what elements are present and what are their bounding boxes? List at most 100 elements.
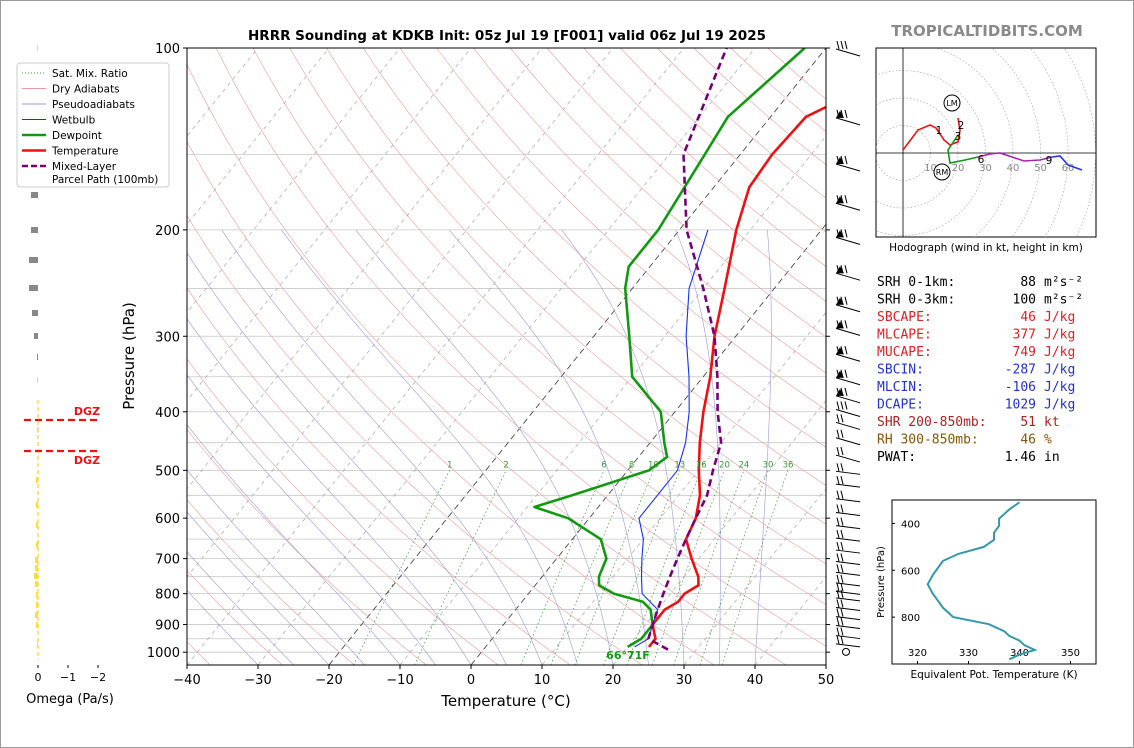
dgz-label-top: DGZ <box>74 405 100 418</box>
barb-feather <box>844 155 848 165</box>
hodo-height-label: 3 <box>955 131 962 143</box>
barb-feather <box>840 155 844 165</box>
barb-shaft <box>835 421 861 430</box>
calm-wind-marker <box>842 647 850 656</box>
x-tick-label: 30 <box>676 673 693 688</box>
legend-label: Dewpoint <box>52 130 102 142</box>
index-value: 377 <box>1013 328 1036 343</box>
omega-bar <box>29 257 38 263</box>
barb-pennant <box>836 297 844 305</box>
barb-feather <box>836 401 840 410</box>
barb-feather <box>840 574 844 584</box>
mixing-ratio-line <box>673 470 745 665</box>
pseudoadiabat <box>281 229 578 665</box>
omega-bar <box>37 45 38 51</box>
barb-feather <box>840 369 844 378</box>
barb-shaft <box>835 525 861 530</box>
barb-feather <box>840 265 844 274</box>
omega-bar <box>35 557 38 563</box>
barb-feather <box>844 387 848 396</box>
barb-shaft <box>835 498 861 503</box>
mixing-ratio-line <box>603 470 681 665</box>
skewt-background-lines <box>187 48 826 665</box>
hodo-segment <box>902 117 961 151</box>
barb-feather <box>836 608 840 617</box>
barb-pennant <box>836 388 844 396</box>
barb-shaft <box>835 571 861 576</box>
barb-feather <box>844 346 848 355</box>
mixing-ratio-label: 1 <box>447 460 452 470</box>
pseudoadiabat <box>187 252 507 665</box>
barb-shaft <box>835 597 861 602</box>
barb-feather <box>844 320 848 329</box>
index-unit: J/kg <box>1044 345 1075 360</box>
index-value: 46 <box>1020 433 1036 448</box>
pseudoadiabat <box>187 551 294 665</box>
omega-bar <box>31 227 38 233</box>
index-label: DCAPE: <box>877 398 924 413</box>
barb-feather <box>840 553 844 562</box>
thetae-frame <box>891 499 1097 665</box>
thetae-x-tick-label: 330 <box>959 648 978 659</box>
y-tick-label: 500 <box>155 464 180 479</box>
barb-feather <box>836 635 840 644</box>
index-value: -287 <box>1005 363 1036 378</box>
legend-label: Pseudoadiabats <box>52 99 135 111</box>
barb-feather <box>840 463 844 472</box>
dry-adiabat <box>187 428 427 665</box>
y-axis-label: Pressure (hPa) <box>120 302 138 410</box>
barb-feather <box>844 401 848 410</box>
index-label: SRH 0-3km: <box>877 293 955 308</box>
thetae-xlabel: Equivalent Pot. Temperature (K) <box>910 669 1077 681</box>
barb-feather <box>844 296 848 305</box>
barb-feather <box>836 155 840 165</box>
barb-feather <box>836 553 840 562</box>
hodo-height-label: 2 <box>958 120 965 132</box>
x-tick-label: −30 <box>244 673 271 688</box>
barb-shaft <box>835 408 861 417</box>
barb-feather <box>840 617 844 626</box>
omega-bar <box>31 192 38 198</box>
isotherm <box>257 48 756 665</box>
index-unit: J/kg <box>1044 380 1075 395</box>
thetae-x-tick-label: 350 <box>1061 648 1080 659</box>
index-unit: J/kg <box>1044 328 1075 343</box>
barb-shaft <box>835 395 861 404</box>
pseudoadiabat <box>448 229 649 665</box>
barb-feather <box>836 346 840 355</box>
surface-label: 66°71F <box>606 649 650 662</box>
pseudoadiabat <box>221 229 543 665</box>
barb-feather <box>836 446 840 456</box>
thetae-y-tick-label: 400 <box>901 519 920 530</box>
omega-bar <box>36 622 38 628</box>
barb-feather <box>844 229 848 238</box>
barb-feather <box>840 517 844 526</box>
barb-feather <box>836 429 840 438</box>
barb-feather <box>836 490 840 499</box>
thetae-profile <box>926 501 1038 661</box>
barb-feather <box>840 583 844 592</box>
x-tick-label: 40 <box>747 673 764 688</box>
barb-shaft <box>835 377 861 386</box>
dry-adiabat <box>289 48 826 565</box>
omega-bar <box>35 565 38 571</box>
pseudoadiabat <box>754 229 772 665</box>
barb-feather <box>836 265 840 274</box>
dgz-label-bottom: DGZ <box>74 454 100 467</box>
barb-feather <box>836 475 840 485</box>
index-value: 749 <box>1013 345 1036 360</box>
index-unit: J/kg <box>1044 363 1075 378</box>
chart-title: HRRR Sounding at KDKB Init: 05z Jul 19 [… <box>248 28 766 44</box>
barb-feather <box>840 530 844 539</box>
barb-feather <box>840 564 844 573</box>
barb-shaft <box>835 512 861 517</box>
series-temperature <box>647 105 826 648</box>
dry-adiabat <box>187 570 283 665</box>
thetae-y-tick-label: 600 <box>901 566 920 577</box>
index-unit: kt <box>1044 415 1060 430</box>
barb-shaft <box>835 537 861 542</box>
barb-feather <box>836 195 840 204</box>
barb-feather <box>836 320 840 329</box>
hodo-marker-ring <box>933 163 951 181</box>
